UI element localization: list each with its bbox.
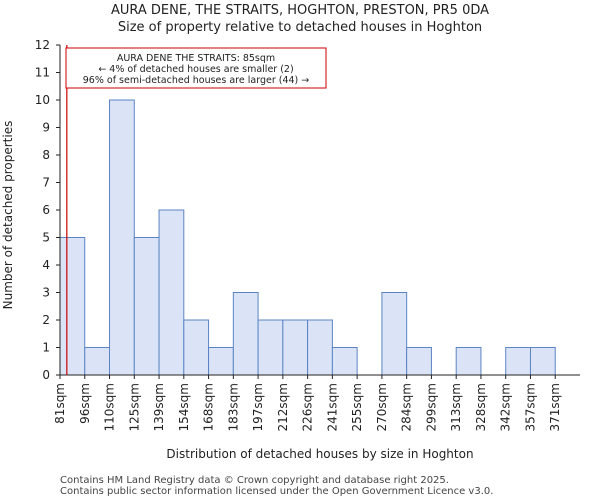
y-tick-label: 10 [35, 93, 50, 107]
y-tick-label: 3 [42, 286, 50, 300]
annotation-line3: 96% of semi-detached houses are larger (… [83, 75, 310, 86]
bar-284sqm [406, 347, 432, 376]
x-tick-label: 226sqm [301, 383, 315, 431]
y-tick-label: 9 [42, 121, 50, 135]
x-tick-label: 168sqm [202, 383, 216, 431]
annotation-frame [65, 47, 327, 89]
x-tick-label: 110sqm [103, 383, 117, 431]
bar-125sqm [133, 237, 160, 376]
annotation-line2: ← 4% of detached houses are smaller (2) [98, 64, 293, 75]
bar-197sqm [257, 319, 284, 376]
x-tick-label: 81sqm [53, 383, 67, 424]
x-tick-label: 357sqm [523, 383, 537, 431]
y-tick-label: 5 [42, 231, 50, 245]
x-tick-label: 212sqm [276, 383, 290, 431]
x-tick-label: 371sqm [548, 383, 562, 431]
y-axis-label: Number of detached properties [1, 121, 15, 310]
bar-110sqm [109, 99, 135, 376]
x-tick-label: 183sqm [226, 383, 240, 431]
y-tick-label: 2 [42, 313, 50, 327]
y-tick-label: 6 [42, 203, 50, 217]
x-tick-label: 342sqm [499, 383, 513, 431]
bar-226sqm [307, 319, 333, 376]
y-tick-label: 11 [35, 66, 50, 80]
bar-313sqm [455, 347, 482, 376]
x-tick-label: 328sqm [474, 383, 488, 431]
bar-183sqm [232, 292, 259, 376]
x-tick-label: 255sqm [350, 383, 364, 431]
y-tick-label: 8 [42, 148, 50, 162]
bar-241sqm [331, 347, 358, 376]
x-tick-label: 313sqm [449, 383, 463, 431]
bar-342sqm [505, 347, 531, 376]
x-tick-label: 299sqm [424, 383, 438, 431]
x-tick-label: 96sqm [78, 383, 92, 424]
annotation-box: AURA DENE THE STRAITS: 85sqm ← 4% of det… [65, 47, 327, 89]
bar-81sqm [59, 237, 86, 376]
x-axis-ticks: 81sqm 96sqm 110sqm 125sqm 139sqm 154sqm 168sqm… [53, 375, 562, 431]
bar-168sqm [208, 347, 234, 376]
x-tick-label: 125sqm [127, 383, 141, 431]
footer-line2: Contains public sector information licen… [60, 486, 493, 497]
bar-96sqm [84, 347, 111, 376]
y-tick-label: 7 [42, 176, 50, 190]
x-tick-label: 284sqm [400, 383, 414, 431]
y-tick-label: 12 [35, 38, 50, 52]
bar-139sqm [158, 209, 185, 376]
bar-270sqm [381, 292, 408, 376]
x-tick-label: 241sqm [325, 383, 339, 431]
x-tick-label: 139sqm [152, 383, 166, 431]
bars-group [59, 99, 556, 376]
x-axis-label: Distribution of detached houses by size … [166, 447, 473, 461]
chart-title-line1: AURA DENE, THE STRAITS, HOGHTON, PRESTON… [111, 3, 489, 18]
chart-title-line2: Size of property relative to detached ho… [118, 20, 482, 35]
x-tick-label: 197sqm [251, 383, 265, 431]
y-tick-label: 4 [42, 258, 50, 272]
bar-154sqm [183, 319, 210, 376]
y-tick-label: 0 [42, 368, 50, 382]
y-tick-label: 1 [42, 341, 50, 355]
annotation-line1: AURA DENE THE STRAITS: 85sqm [117, 53, 275, 64]
x-tick-label: 270sqm [375, 383, 389, 431]
bar-357sqm [529, 347, 556, 376]
x-tick-label: 154sqm [177, 383, 191, 431]
bar-212sqm [282, 319, 309, 376]
footer-line1: Contains HM Land Registry data © Crown c… [60, 475, 449, 486]
